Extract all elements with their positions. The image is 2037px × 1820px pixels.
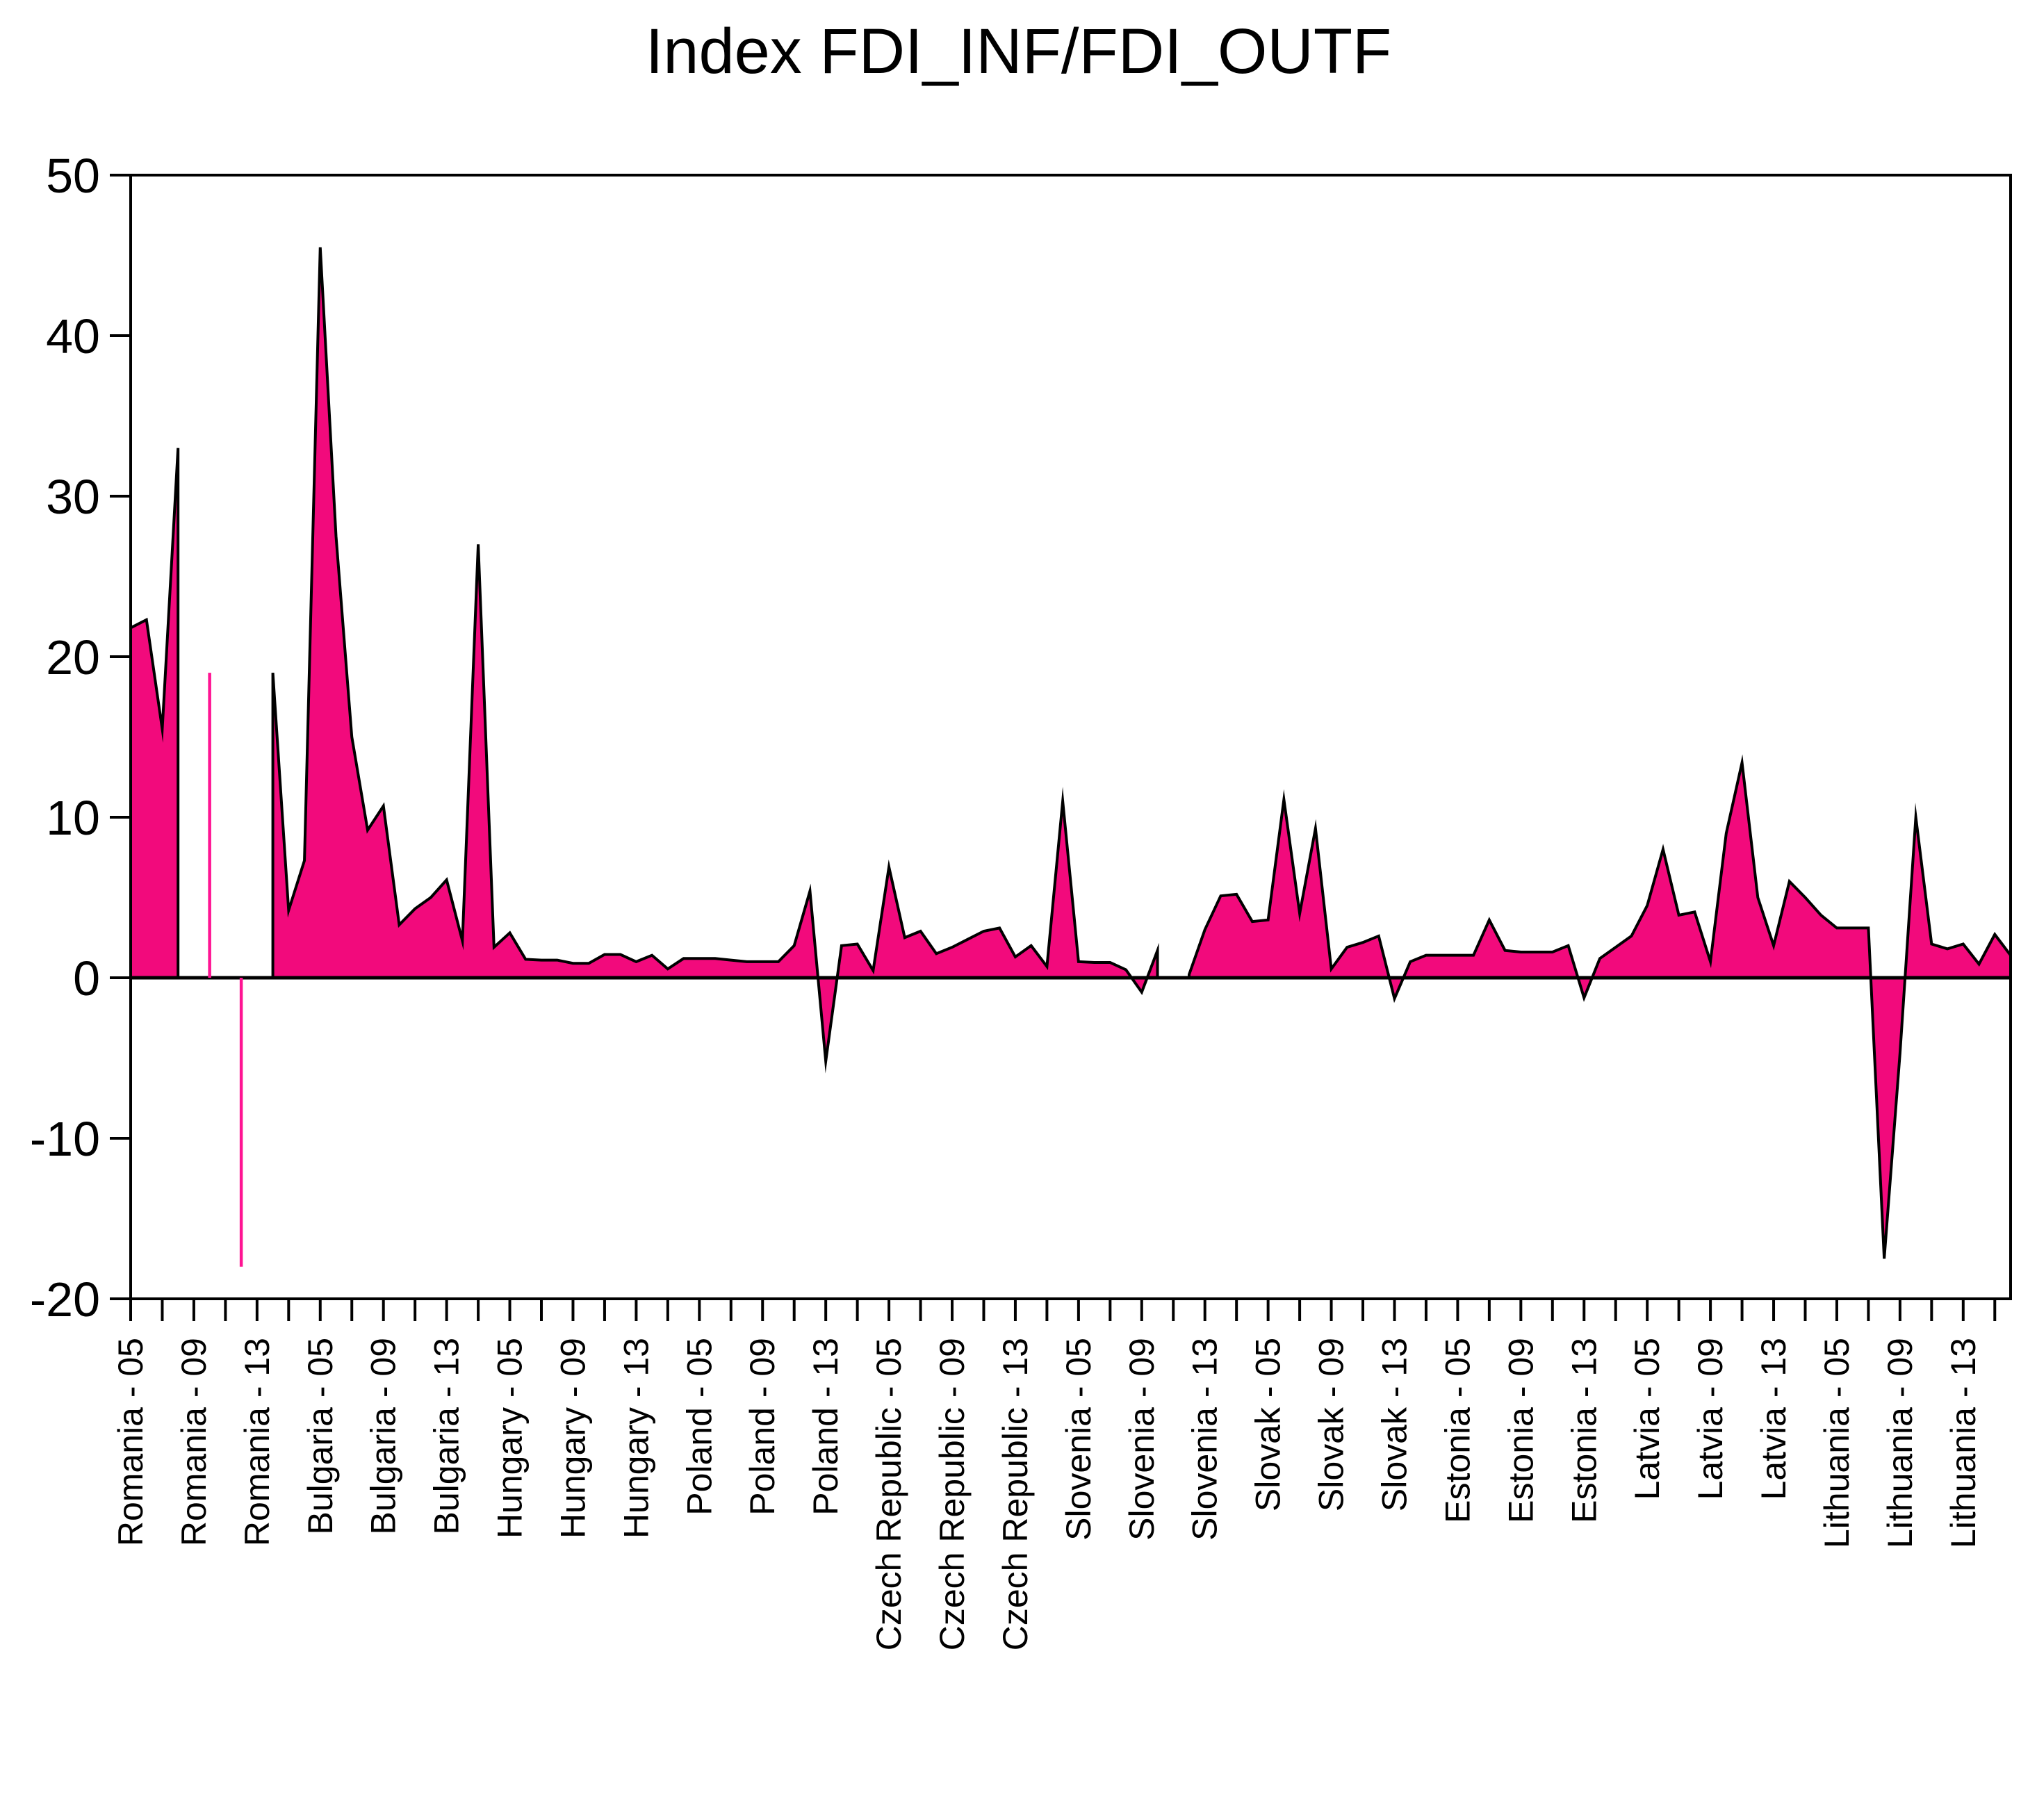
y-axis-label: 10 [46, 791, 100, 845]
x-axis-label: Slovak - 05 [1249, 1338, 1288, 1511]
x-axis-label: Slovenia - 09 [1122, 1338, 1161, 1541]
chart-title: Index FDI_INF/FDI_OUTF [645, 16, 1392, 87]
x-axis-label: Estonia - 05 [1438, 1338, 1477, 1523]
x-axis-label: Slovak - 13 [1375, 1338, 1414, 1511]
x-axis-label: Romania - 05 [111, 1338, 150, 1546]
y-axis-label: 50 [46, 149, 100, 203]
x-axis-label: Poland - 13 [806, 1338, 845, 1516]
area-outline-segment [271, 247, 1159, 1074]
x-axis-label: Slovenia - 13 [1186, 1338, 1225, 1541]
y-axis-label: 40 [46, 309, 100, 363]
area-outline-segment [1187, 754, 2012, 1259]
x-axis-label: Hungary - 09 [553, 1338, 592, 1539]
area-fill-segment [1188, 762, 2011, 1259]
x-axis-label: Czech Republic - 13 [996, 1338, 1035, 1650]
x-axis-label: Hungary - 13 [616, 1338, 655, 1539]
x-axis-label: Lithuania - 09 [1881, 1338, 1920, 1548]
y-axis-label: -20 [30, 1272, 100, 1327]
area-fill-segment [272, 247, 1158, 1062]
x-axis-label: Latvia - 09 [1691, 1338, 1730, 1500]
x-axis-label: Romania - 13 [238, 1338, 277, 1546]
x-axis-label: Slovenia - 05 [1059, 1338, 1098, 1541]
x-axis-label: Latvia - 13 [1754, 1338, 1793, 1500]
y-axis-label: 20 [46, 630, 100, 684]
x-axis-label: Bulgaria - 05 [301, 1338, 340, 1535]
y-axis-label: 0 [73, 951, 100, 1006]
x-axis-label: Lithuania - 05 [1817, 1338, 1856, 1548]
y-axis-label: 30 [46, 470, 100, 524]
x-axis-label: Estonia - 13 [1564, 1338, 1603, 1523]
x-axis-label: Lithuania - 13 [1944, 1338, 1983, 1548]
x-axis-label: Hungary - 05 [491, 1338, 530, 1539]
x-axis-label: Poland - 05 [680, 1338, 719, 1516]
x-axis-label: Slovak - 09 [1312, 1338, 1351, 1511]
x-axis-label: Czech Republic - 05 [869, 1338, 908, 1650]
area-fill-segment [131, 448, 179, 978]
x-axis-label: Romania - 09 [174, 1338, 213, 1546]
y-axis-label: -10 [30, 1112, 100, 1166]
plot-frame [129, 174, 2012, 1300]
x-axis-label: Latvia - 05 [1628, 1338, 1667, 1500]
x-axis-label: Bulgaria - 09 [364, 1338, 403, 1535]
x-axis-label: Bulgaria - 13 [427, 1338, 466, 1535]
x-axis-label: Poland - 09 [743, 1338, 782, 1516]
x-axis-label: Estonia - 09 [1501, 1338, 1540, 1523]
x-axis-label: Czech Republic - 09 [933, 1338, 972, 1650]
